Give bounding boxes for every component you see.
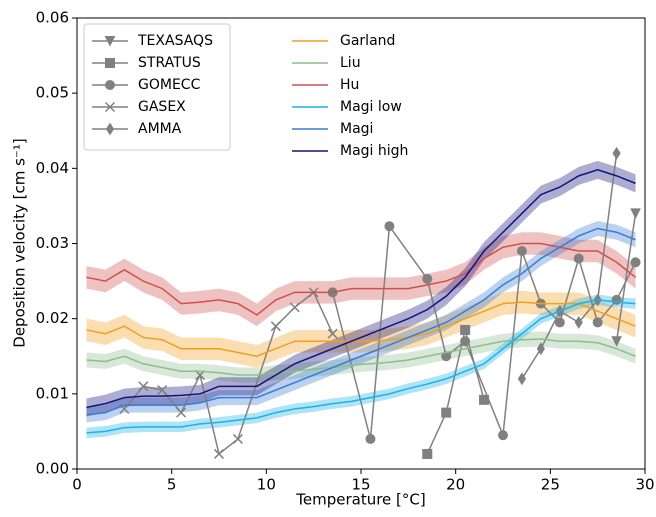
model-line [86, 301, 636, 358]
marker [517, 372, 527, 386]
marker [574, 315, 583, 329]
marker [138, 381, 149, 392]
marker [105, 122, 115, 136]
legend-frame [83, 23, 231, 151]
marker [289, 302, 300, 313]
marker [441, 407, 452, 418]
marker [498, 430, 508, 441]
marker [105, 80, 115, 90]
y-tick-label: 0.00 [36, 460, 69, 478]
marker [213, 448, 225, 459]
legend-label: TEXASAQS [137, 33, 213, 49]
model-line [86, 227, 636, 416]
uncertainty-band [86, 160, 636, 417]
y-tick-label: 0.02 [36, 309, 69, 327]
x-tick-label: 25 [541, 476, 560, 494]
marker [516, 246, 527, 257]
uncertainty-band [86, 294, 636, 439]
uncertainty-band [86, 331, 636, 383]
legend-label: GOMECC [138, 77, 201, 93]
uncertainty-band [86, 232, 636, 327]
y-tick-label: 0.01 [36, 384, 69, 402]
legend-label: GASEX [138, 99, 186, 115]
marker [592, 317, 603, 328]
marker [612, 146, 621, 160]
marker [327, 328, 338, 339]
legend-label: Garland [340, 33, 395, 49]
model-line [86, 299, 636, 434]
marker [365, 433, 376, 444]
x-tick-label: 20 [446, 476, 465, 494]
y-tick-label: 0.06 [36, 9, 69, 27]
uncertainty-band [86, 290, 636, 368]
x-tick-label: 15 [351, 476, 370, 494]
x-tick-label: 5 [167, 476, 177, 494]
legend-label: Magi [340, 121, 373, 137]
model-line [86, 242, 636, 316]
model-line [86, 169, 636, 409]
marker [232, 433, 243, 444]
legend-label: Magi high [340, 143, 408, 159]
observation-line [331, 224, 637, 440]
marker [176, 407, 187, 418]
observation-line [521, 153, 618, 380]
marker [105, 58, 115, 68]
marker [460, 324, 471, 335]
y-axis-label: Deposition velocity [cm s⁻¹] [11, 138, 29, 347]
legend-label: Hu [340, 77, 359, 93]
legend-label: Liu [340, 55, 361, 71]
marker [104, 36, 116, 47]
marker [422, 448, 433, 459]
marker [630, 208, 641, 220]
marker [104, 101, 116, 113]
uncertainty-band [86, 220, 636, 423]
y-tick-label: 0.05 [36, 84, 69, 102]
y-tick-label: 0.03 [36, 234, 69, 252]
legend-label: STRATUS [138, 55, 201, 71]
legend-label: Magi low [340, 99, 402, 115]
marker [536, 342, 545, 356]
x-tick-label: 30 [635, 476, 654, 494]
x-axis-label: Temperature [°C] [295, 491, 425, 509]
marker [157, 385, 168, 396]
x-tick-label: 0 [72, 476, 82, 494]
y-tick-label: 0.04 [36, 159, 69, 177]
marker [270, 321, 281, 332]
marker [384, 221, 395, 232]
marker [630, 257, 641, 268]
marker [573, 253, 584, 264]
model-line [86, 338, 636, 376]
marker [460, 336, 471, 347]
x-tick-label: 10 [257, 476, 276, 494]
marker [422, 273, 433, 284]
legend-label: AMMA [138, 121, 182, 137]
marker [611, 336, 622, 347]
marker [554, 317, 565, 328]
